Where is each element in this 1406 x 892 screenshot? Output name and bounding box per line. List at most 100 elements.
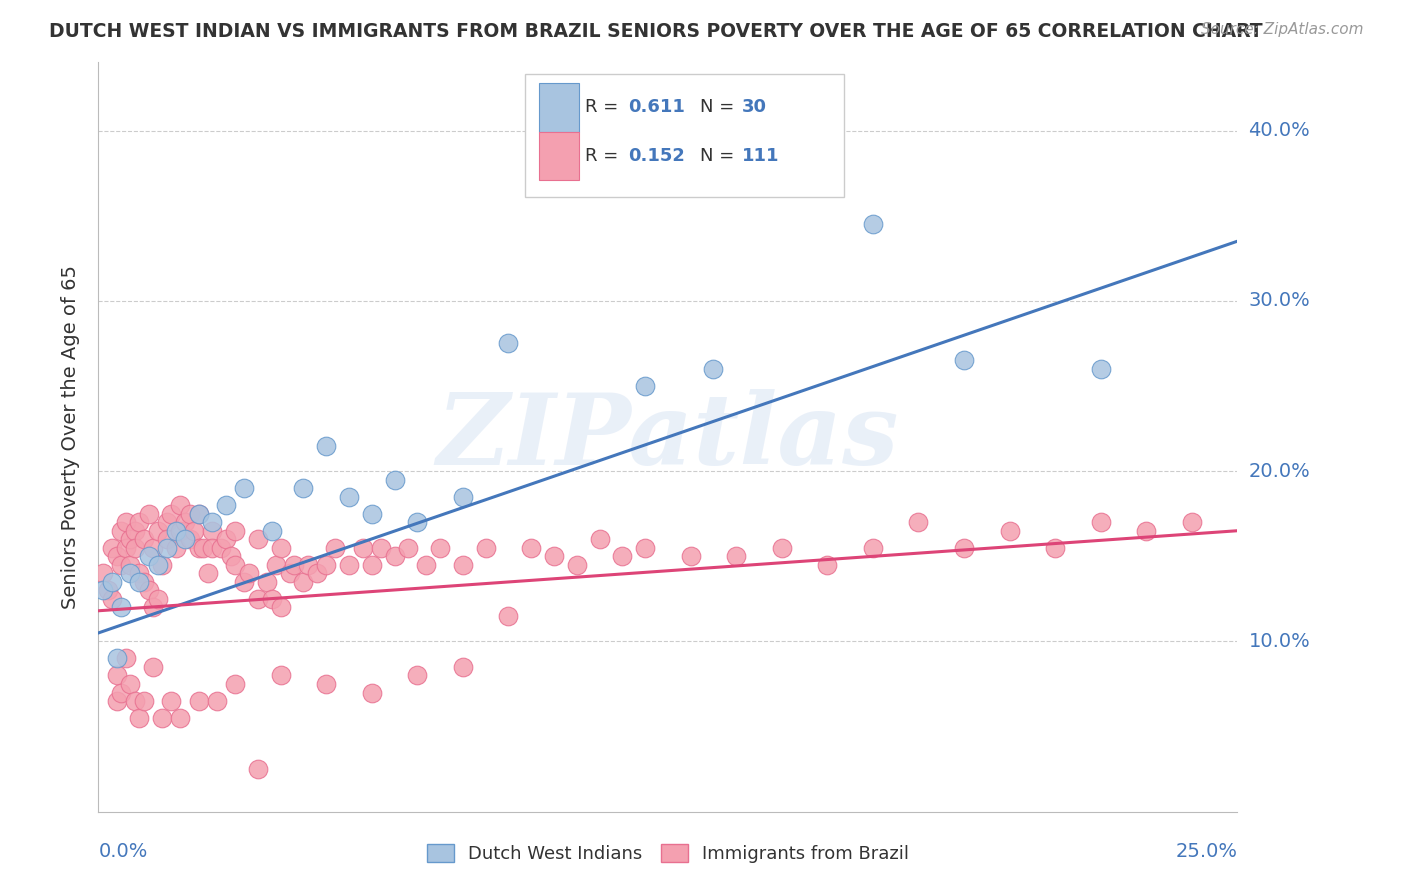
Point (219, 549, 242, 564)
Text: 30.0%: 30.0% (1249, 292, 1310, 310)
Point (953, 353, 976, 368)
FancyBboxPatch shape (526, 74, 845, 197)
Point (315, 558, 337, 572)
Point (246, 762, 269, 776)
Point (292, 574, 315, 589)
Point (150, 711, 173, 725)
FancyBboxPatch shape (538, 132, 579, 180)
Point (907, 515, 929, 529)
Point (360, 685, 382, 699)
Point (634, 541, 657, 555)
Point (132, 574, 155, 589)
Text: DUTCH WEST INDIAN VS IMMIGRANTS FROM BRAZIL SENIORS POVERTY OVER THE AGE OF 65 C: DUTCH WEST INDIAN VS IMMIGRANTS FROM BRA… (49, 22, 1263, 41)
Y-axis label: Seniors Poverty Over the Age of 65: Seniors Poverty Over the Age of 65 (60, 265, 80, 609)
Point (169, 524, 191, 538)
Point (415, 558, 437, 572)
Text: 0.611: 0.611 (628, 98, 685, 116)
Point (360, 507, 382, 521)
Point (142, 660, 165, 674)
Point (124, 524, 146, 538)
Point (124, 541, 146, 555)
FancyBboxPatch shape (538, 83, 579, 132)
Point (292, 481, 315, 495)
Text: R =: R = (585, 98, 624, 116)
Point (702, 362, 724, 376)
Point (96, 583, 118, 598)
Point (278, 566, 301, 581)
Point (114, 515, 136, 529)
Point (193, 541, 215, 555)
Point (187, 507, 209, 521)
Point (110, 558, 132, 572)
Point (451, 490, 474, 504)
Point (138, 549, 160, 564)
Point (169, 498, 191, 512)
Point (246, 591, 269, 606)
Point (224, 524, 246, 538)
Point (120, 677, 142, 691)
Point (238, 566, 260, 581)
Text: 10.0%: 10.0% (1249, 632, 1310, 651)
Point (124, 694, 146, 708)
Point (156, 541, 179, 555)
Text: R =: R = (585, 147, 624, 165)
Point (110, 524, 132, 538)
Point (360, 558, 382, 572)
Point (679, 549, 702, 564)
Point (174, 533, 197, 547)
Point (1090, 362, 1112, 376)
Point (384, 549, 406, 564)
Point (429, 541, 451, 555)
Point (146, 558, 169, 572)
Point (406, 515, 429, 529)
Point (233, 481, 256, 495)
Point (146, 591, 169, 606)
Point (138, 583, 160, 598)
Point (110, 600, 132, 615)
Point (101, 574, 124, 589)
Point (205, 694, 228, 708)
Point (270, 668, 292, 682)
Point (105, 549, 128, 564)
Point (128, 711, 150, 725)
Point (406, 668, 429, 682)
Point (201, 524, 224, 538)
Point (543, 549, 565, 564)
Point (256, 574, 278, 589)
Point (101, 541, 124, 555)
Text: 0.0%: 0.0% (98, 842, 148, 862)
Point (114, 651, 136, 665)
Point (187, 507, 209, 521)
Point (451, 660, 474, 674)
Point (187, 694, 209, 708)
Point (132, 533, 155, 547)
Point (246, 533, 269, 547)
Point (270, 600, 292, 615)
Text: 0.152: 0.152 (628, 147, 685, 165)
Point (201, 541, 224, 555)
Point (160, 694, 183, 708)
Point (128, 574, 150, 589)
Point (337, 490, 360, 504)
Point (384, 473, 406, 487)
Point (142, 600, 165, 615)
Point (260, 591, 283, 606)
Point (110, 685, 132, 699)
Point (120, 533, 142, 547)
Point (128, 515, 150, 529)
Point (215, 533, 238, 547)
Text: 111: 111 (742, 147, 779, 165)
Point (174, 515, 197, 529)
Legend: Dutch West Indians, Immigrants from Brazil: Dutch West Indians, Immigrants from Braz… (419, 837, 917, 870)
Point (612, 549, 634, 564)
Point (156, 533, 179, 547)
Point (146, 524, 169, 538)
Point (132, 694, 155, 708)
Point (120, 558, 142, 572)
Point (215, 498, 238, 512)
Point (370, 541, 392, 555)
Point (91, 583, 114, 598)
Point (105, 694, 128, 708)
Text: 25.0%: 25.0% (1175, 842, 1237, 862)
Point (114, 541, 136, 555)
